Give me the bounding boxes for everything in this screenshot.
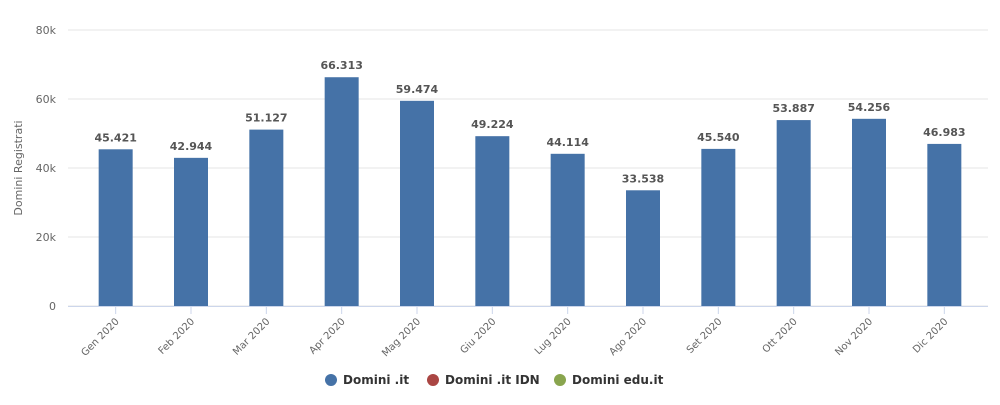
bar — [475, 136, 510, 306]
x-tick-label: Apr 2020 — [308, 316, 348, 356]
x-tick-label: Gen 2020 — [79, 316, 121, 358]
legend-marker — [554, 374, 566, 386]
x-tick-label: Giu 2020 — [459, 316, 499, 356]
data-label: 49.224 — [471, 118, 514, 131]
data-label: 54.256 — [848, 101, 891, 114]
data-label: 44.114 — [546, 136, 589, 149]
bar — [701, 148, 736, 306]
x-tick-label: Nov 2020 — [833, 316, 875, 358]
data-label: 59.474 — [396, 83, 439, 96]
bar — [174, 157, 208, 306]
x-tick-label: Feb 2020 — [157, 316, 198, 357]
y-tick-label: 40k — [36, 162, 57, 175]
data-label: 66.313 — [320, 59, 362, 72]
bar — [400, 100, 434, 306]
bar — [626, 190, 660, 306]
y-tick-label: 60k — [36, 93, 57, 106]
bar — [550, 153, 585, 306]
bar — [324, 77, 359, 306]
x-tick-label: Ott 2020 — [761, 316, 800, 355]
data-label: 51.127 — [245, 112, 287, 125]
x-tick-label: Ago 2020 — [607, 316, 649, 358]
legend-label: Domini .it — [343, 373, 409, 387]
bar — [98, 149, 133, 306]
bar — [249, 129, 284, 306]
legend-label: Domini edu.it — [572, 373, 664, 387]
x-tick-label: Mar 2020 — [231, 316, 272, 357]
y-axis-title: Domini Registrati — [12, 120, 25, 215]
bar — [927, 143, 962, 306]
data-label: 45.540 — [697, 131, 740, 144]
bar — [776, 120, 811, 307]
legend-marker — [427, 374, 439, 386]
y-tick-label: 80k — [36, 24, 57, 37]
data-label: 46.983 — [923, 126, 965, 139]
bar — [852, 118, 886, 306]
data-label: 45.421 — [94, 131, 136, 144]
legend-label: Domini .it IDN — [445, 373, 540, 387]
x-tick-label: Lug 2020 — [533, 316, 574, 357]
x-tick-label: Dic 2020 — [911, 316, 950, 355]
legend-marker — [325, 374, 337, 386]
x-tick-label: Set 2020 — [685, 316, 725, 356]
data-label: 33.538 — [622, 172, 664, 185]
data-label: 53.887 — [772, 102, 814, 115]
data-label: 42.944 — [170, 140, 213, 153]
y-tick-label: 0 — [49, 300, 56, 313]
x-tick-label: Mag 2020 — [380, 316, 423, 359]
y-tick-label: 20k — [36, 231, 57, 244]
